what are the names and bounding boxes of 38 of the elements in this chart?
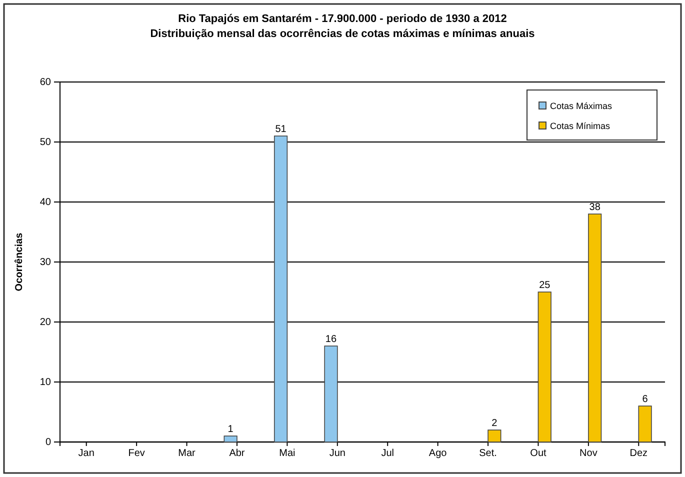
x-tick-label: Ago — [428, 448, 448, 460]
x-tick-label: Jul — [381, 448, 394, 460]
y-tick-label: 50 — [40, 137, 52, 148]
x-tick-label: Jun — [329, 448, 346, 460]
data-label: 51 — [275, 124, 287, 135]
x-tick-label: Mar — [178, 448, 196, 460]
chart-subtitle: Distribuição mensal das ocorrências de cotas máximas e mínimas anuais — [150, 28, 535, 40]
x-tick-label: Out — [530, 448, 547, 460]
legend-label: Cotas Mínimas — [550, 121, 611, 131]
x-tick-label: Jan — [78, 448, 94, 460]
bar — [224, 436, 238, 442]
bar — [488, 430, 502, 442]
x-tick-label: Dez — [630, 448, 648, 460]
y-tick-label: 40 — [40, 197, 52, 208]
bar — [274, 136, 288, 442]
data-label: 25 — [539, 280, 551, 291]
data-label: 2 — [492, 418, 498, 429]
x-tick-label: Abr — [229, 448, 246, 460]
y-axis-title: Ocorrências — [14, 232, 25, 292]
data-label: 16 — [325, 334, 337, 345]
y-tick-label: 20 — [40, 317, 52, 328]
chart-title: Rio Tapajós em Santarém - 17.900.000 - periodo de 1930 a 2012 — [178, 13, 507, 25]
data-label: 6 — [642, 394, 648, 405]
y-tick-label: 0 — [45, 437, 52, 448]
x-tick-label: Set. — [479, 448, 497, 460]
bar — [588, 214, 602, 442]
y-tick-label: 10 — [40, 377, 52, 388]
y-tick-label: 60 — [40, 77, 52, 88]
bar — [638, 406, 652, 442]
x-tick-label: Nov — [580, 448, 598, 460]
x-tick-label: Mai — [279, 448, 296, 460]
bar — [324, 346, 338, 442]
legend-label: Cotas Máximas — [550, 101, 613, 111]
x-tick-label: Fev — [128, 448, 145, 460]
data-label: 38 — [589, 202, 601, 213]
y-tick-label: 30 — [40, 257, 52, 268]
data-label: 1 — [228, 424, 234, 435]
bar — [538, 292, 552, 442]
